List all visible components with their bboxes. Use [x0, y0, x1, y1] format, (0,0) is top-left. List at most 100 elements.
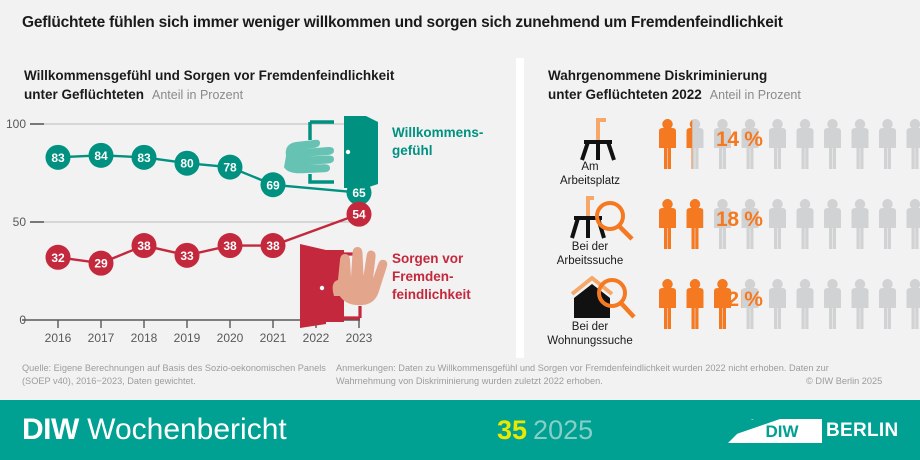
magnifier-lens — [595, 201, 625, 231]
data-point-marker: 29 — [88, 250, 114, 276]
data-point-value: 83 — [137, 151, 151, 165]
pictogram-label-line2: Wohnungssuche — [547, 335, 633, 347]
pictogram-figure — [714, 279, 731, 329]
pictogram-figure — [714, 119, 731, 169]
footnotes: Quelle: Eigene Berechnungen auf Basis de… — [0, 360, 920, 398]
pictogram-figures — [659, 199, 920, 249]
open-door-edge — [366, 116, 378, 188]
logo-mark-text: DIW — [765, 422, 799, 441]
pictogram-figure — [796, 279, 814, 329]
pictogram-row: Bei der Wohnungssuche 32 % — [524, 274, 920, 352]
pictogram-figure — [851, 119, 869, 169]
data-point-marker: 80 — [174, 150, 200, 176]
footer-brand-light: Wochenbericht — [87, 413, 287, 446]
pictogram-figure — [659, 279, 676, 329]
data-point-value: 78 — [223, 161, 237, 175]
pictogram-figure — [796, 119, 814, 169]
waving-hand — [284, 139, 334, 174]
left-panel-line-chart: Willkommensgefühl und Sorgen vor Fremden… — [0, 58, 516, 358]
pictogram-row: Am Arbeitsplatz 14 % — [524, 114, 920, 192]
xtick-label-2017: 2017 — [88, 331, 115, 345]
pictogram-label-line1: Bei der — [571, 321, 609, 333]
legend-worry-line3: feindlichkeit — [392, 287, 471, 302]
data-point-marker: 83 — [131, 144, 157, 170]
pictogram-row: Bei der Arbeitssuche 18 % — [524, 194, 920, 272]
pictogram-figure — [686, 279, 704, 329]
xtick-label-2023: 2023 — [346, 331, 373, 345]
footer-issue-year: 2025 — [533, 415, 594, 445]
pictogram-figure — [741, 119, 759, 169]
data-point-value: 83 — [51, 151, 65, 165]
ytick-label-0: 0 — [19, 313, 26, 327]
pictogram-figure — [741, 279, 759, 329]
left-panel-title: Willkommensgefühl und Sorgen vor Fremden… — [24, 66, 394, 105]
pictogram-figure — [741, 199, 759, 249]
source-note: Quelle: Eigene Berechnungen auf Basis de… — [22, 363, 326, 386]
panel-divider — [516, 58, 524, 358]
pictogram-figure — [686, 119, 704, 169]
data-point-value: 38 — [223, 239, 237, 253]
worry-door-hand-icon — [300, 244, 388, 328]
welcome-door-hand-icon — [284, 116, 378, 188]
pictogram-figure — [659, 119, 676, 169]
pictogram-figure — [769, 119, 786, 169]
magnifier-handle — [617, 224, 634, 241]
data-point-value: 65 — [352, 186, 366, 200]
chair-icon — [580, 118, 616, 161]
diw-logo-mark: DIW — [718, 419, 822, 443]
data-point-value: 38 — [137, 239, 151, 253]
pictogram-figures — [659, 279, 920, 329]
data-point-marker: 38 — [217, 233, 243, 259]
pictogram-figure — [824, 279, 841, 329]
right-panel-title-line1: Wahrgenommene Diskriminierung — [548, 68, 768, 83]
pictogram-figure — [659, 199, 676, 249]
pictogram-label-line2: Arbeitsplatz — [559, 175, 621, 187]
legend-worry-line2: Fremden- — [392, 269, 454, 284]
data-point-marker: 84 — [88, 142, 114, 168]
pictogram-value: 18 % — [716, 208, 763, 231]
line-chart-svg: 100 50 0 2016 2017 2018 2019 — [6, 117, 373, 345]
data-point-value: 29 — [94, 257, 108, 271]
pictogram-figures — [659, 119, 920, 169]
pictogram-figure — [769, 279, 786, 329]
xtick-label-2016: 2016 — [45, 331, 72, 345]
xtick-label-2018: 2018 — [131, 331, 158, 345]
data-point-marker: 69 — [260, 172, 286, 198]
xtick-label-2021: 2021 — [260, 331, 287, 345]
copyright-note: © DIW Berlin 2025 — [806, 376, 883, 386]
chair-search-icon — [570, 196, 634, 241]
house-search-icon — [570, 276, 636, 319]
pictogram-figure — [906, 279, 920, 329]
left-panel-title-line2: unter Geflüchteten — [24, 87, 145, 102]
pictogram-label-line2: Arbeitssuche — [556, 255, 624, 267]
legend-welcome-line1: Willkommens- — [392, 125, 484, 140]
pictogram-label: Bei der Wohnungssuche — [530, 320, 650, 348]
magnifier-handle — [619, 301, 636, 319]
red-door-handle — [319, 285, 325, 291]
magnifier-lens — [597, 278, 627, 308]
data-point-marker: 33 — [174, 242, 200, 268]
right-panel-subtitle: Anteil in Prozent — [709, 88, 801, 102]
pictogram-figure — [879, 199, 896, 249]
data-point-value: 54 — [352, 208, 366, 222]
data-point-marker: 78 — [217, 154, 243, 180]
data-point-value: 69 — [266, 178, 280, 192]
left-panel-title-line1: Willkommensgefühl und Sorgen vor Fremden… — [24, 68, 395, 83]
diw-berlin-logo: DIW BERLIN — [718, 417, 902, 445]
footer-brand-bold: DIW — [22, 413, 79, 446]
data-point-marker: 38 — [260, 233, 286, 259]
data-point-marker: 83 — [45, 144, 71, 170]
ytick-label-100: 100 — [6, 117, 26, 131]
pictogram-figure — [824, 119, 841, 169]
footer-issue: 35 2025 — [497, 414, 593, 446]
footer-brand: DIW Wochenbericht — [22, 412, 287, 448]
series-layer: 83 84 83 80 78 69 65 32 29 38 33 38 38 54 — [45, 142, 372, 276]
pictogram-figure — [769, 199, 786, 249]
legend-welcome: Willkommens- gefühl — [392, 124, 483, 160]
pictogram-label: Am Arbeitsplatz — [530, 160, 650, 188]
left-panel-subtitle: Anteil in Prozent — [152, 88, 244, 102]
legend-worry-line1: Sorgen vor — [392, 251, 464, 266]
pictogram-figure — [906, 199, 920, 249]
pictogram-figure — [851, 279, 869, 329]
